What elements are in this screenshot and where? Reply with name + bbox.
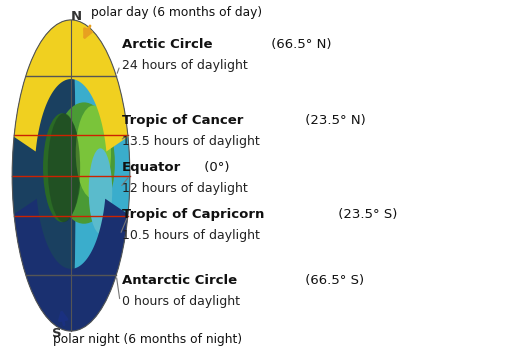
Text: 12 hours of daylight: 12 hours of daylight [122,182,248,195]
Ellipse shape [43,113,81,222]
Ellipse shape [12,20,130,331]
Text: 24 hours of daylight: 24 hours of daylight [122,59,248,72]
Text: (0°): (0°) [200,161,230,174]
Text: Antarctic Circle: Antarctic Circle [122,274,237,287]
Ellipse shape [89,148,112,234]
Polygon shape [12,20,76,331]
Ellipse shape [53,102,115,224]
Text: (23.5° N): (23.5° N) [301,114,366,127]
Text: S: S [53,327,62,340]
Text: Equator: Equator [122,161,181,174]
Text: 10.5 hours of daylight: 10.5 hours of daylight [122,229,260,242]
Text: 0 hours of daylight: 0 hours of daylight [122,295,240,308]
Polygon shape [14,20,128,152]
Ellipse shape [48,113,80,222]
Text: (66.5° N): (66.5° N) [267,38,332,51]
Polygon shape [14,199,128,331]
Text: polar day (6 months of day): polar day (6 months of day) [90,6,262,19]
Text: Tropic of Cancer: Tropic of Cancer [122,114,243,127]
Text: (23.5° S): (23.5° S) [334,208,398,221]
Text: (66.5° S): (66.5° S) [301,274,364,287]
Text: Tropic of Capricorn: Tropic of Capricorn [122,208,264,221]
Text: polar night (6 months of night): polar night (6 months of night) [54,333,242,346]
Text: Arctic Circle: Arctic Circle [122,38,213,51]
Polygon shape [71,20,130,331]
Ellipse shape [76,106,111,199]
Text: N: N [71,10,82,23]
Text: 13.5 hours of daylight: 13.5 hours of daylight [122,134,259,147]
